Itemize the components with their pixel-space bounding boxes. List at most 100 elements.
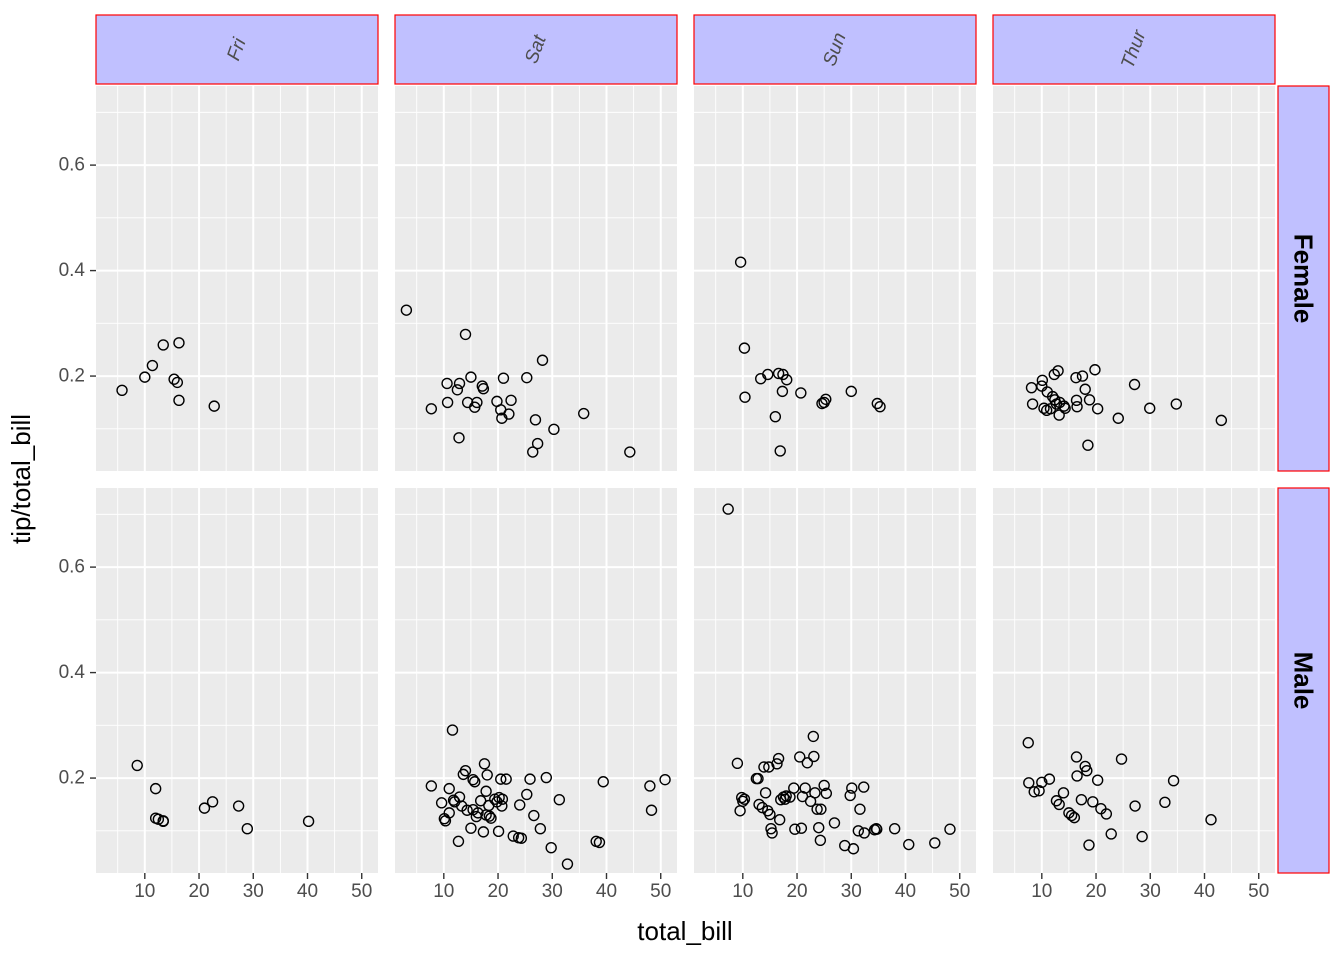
data-point bbox=[481, 769, 493, 781]
data-point bbox=[1043, 773, 1056, 785]
data-point bbox=[198, 802, 211, 814]
data-point bbox=[1071, 400, 1083, 413]
data-point bbox=[1144, 402, 1156, 414]
data-point bbox=[528, 809, 540, 822]
data-point bbox=[772, 752, 785, 765]
data-point bbox=[846, 782, 858, 794]
data-point bbox=[471, 396, 483, 409]
data-point bbox=[795, 387, 807, 399]
data-point bbox=[447, 794, 460, 806]
x-tick-label: 50 bbox=[949, 881, 970, 902]
data-point bbox=[731, 757, 744, 770]
data-point bbox=[858, 781, 870, 793]
strip-box bbox=[1277, 487, 1330, 874]
data-point bbox=[854, 803, 866, 815]
data-point bbox=[521, 371, 533, 384]
data-point bbox=[302, 815, 315, 828]
x-tick-label: 40 bbox=[297, 881, 318, 902]
data-point bbox=[1059, 402, 1071, 414]
data-point bbox=[788, 782, 800, 794]
data-point bbox=[578, 407, 590, 420]
data-point bbox=[553, 793, 566, 806]
data-point bbox=[531, 437, 544, 450]
y-axis-title: tip/total_bill bbox=[6, 414, 36, 544]
y-tick-label: 0.2 bbox=[59, 366, 85, 387]
data-point bbox=[1026, 398, 1039, 410]
data-point bbox=[400, 304, 413, 316]
data-point bbox=[1112, 412, 1124, 424]
strip-fri: Fri bbox=[95, 14, 379, 85]
data-point bbox=[801, 757, 814, 769]
data-point bbox=[503, 408, 515, 420]
x-tick-label: 40 bbox=[596, 881, 617, 902]
data-point bbox=[453, 432, 465, 444]
data-point bbox=[818, 779, 830, 792]
data-point bbox=[173, 394, 185, 407]
data-point bbox=[1105, 828, 1117, 840]
data-point bbox=[756, 801, 769, 814]
data-point bbox=[871, 823, 883, 835]
data-point bbox=[1076, 370, 1089, 382]
data-point bbox=[1048, 368, 1060, 381]
data-point bbox=[903, 838, 915, 851]
data-point bbox=[208, 400, 220, 412]
data-point bbox=[206, 796, 219, 808]
strip-male: Male bbox=[1277, 487, 1330, 874]
data-point bbox=[452, 835, 465, 848]
data-point bbox=[1087, 796, 1099, 808]
strip-box bbox=[394, 14, 678, 85]
data-point bbox=[808, 750, 820, 763]
data-point bbox=[529, 414, 542, 426]
panel-male-sun bbox=[694, 488, 976, 873]
x-tick-label: 20 bbox=[1085, 881, 1106, 902]
data-point bbox=[443, 807, 455, 819]
data-point bbox=[514, 799, 526, 811]
data-point bbox=[435, 797, 448, 809]
data-point bbox=[441, 396, 454, 409]
strip-box bbox=[95, 14, 379, 85]
panel-female-sat bbox=[395, 86, 677, 471]
data-point bbox=[799, 782, 811, 794]
x-tick-label: 50 bbox=[351, 881, 372, 902]
strip-box bbox=[693, 14, 977, 85]
data-point bbox=[765, 822, 777, 835]
data-point bbox=[534, 822, 547, 835]
data-point bbox=[1170, 398, 1183, 410]
data-point bbox=[738, 793, 751, 805]
strip-sun: Sun bbox=[693, 14, 977, 85]
x-tick-label: 40 bbox=[895, 881, 916, 902]
data-point bbox=[813, 821, 825, 834]
data-point bbox=[759, 787, 772, 799]
y-tick-label: 0.2 bbox=[59, 768, 85, 789]
data-point bbox=[1089, 364, 1101, 376]
data-point bbox=[485, 812, 497, 824]
data-point bbox=[459, 764, 472, 777]
data-point bbox=[1082, 439, 1094, 451]
strip-thur: Thur bbox=[992, 14, 1276, 85]
data-point bbox=[1079, 383, 1091, 395]
panel-background bbox=[993, 488, 1275, 873]
x-tick-label: 50 bbox=[650, 881, 671, 902]
data-point bbox=[814, 834, 827, 847]
strip-female: Female bbox=[1277, 85, 1330, 472]
panel-female-thur bbox=[993, 86, 1275, 471]
panel-background bbox=[96, 488, 378, 873]
data-point bbox=[871, 397, 884, 410]
data-point bbox=[149, 782, 162, 795]
y-tick-label: 0.6 bbox=[59, 557, 85, 578]
data-point bbox=[847, 843, 860, 855]
data-point bbox=[477, 383, 490, 395]
data-point bbox=[734, 256, 747, 268]
panel-background bbox=[993, 86, 1275, 471]
data-point bbox=[465, 822, 477, 834]
x-tick-label: 20 bbox=[786, 881, 807, 902]
y-tick-label: 0.6 bbox=[59, 155, 85, 176]
data-point bbox=[772, 367, 785, 380]
data-point bbox=[795, 822, 808, 834]
data-point bbox=[944, 823, 956, 835]
strip-label: Male bbox=[1289, 652, 1319, 710]
x-tick-label: 40 bbox=[1194, 881, 1215, 902]
data-point bbox=[1100, 808, 1113, 820]
data-point bbox=[624, 446, 636, 458]
x-tick-label: 30 bbox=[542, 881, 563, 902]
